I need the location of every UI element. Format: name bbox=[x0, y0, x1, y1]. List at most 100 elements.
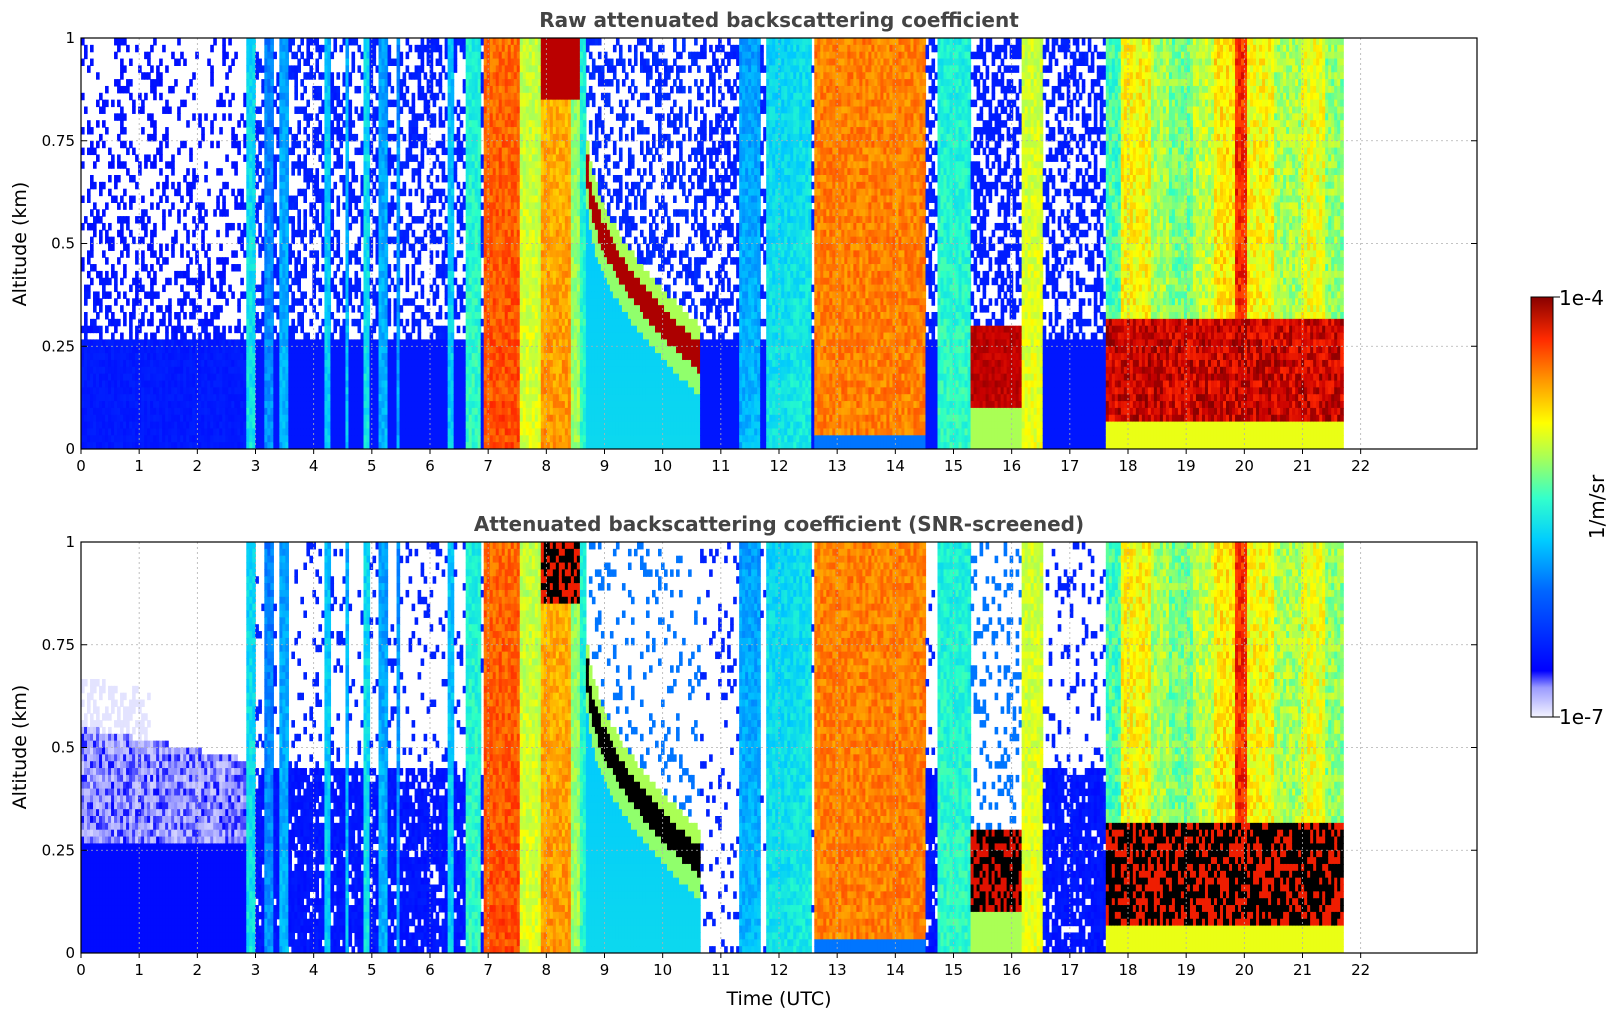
heatmap-cell bbox=[168, 428, 172, 436]
heatmap-cell bbox=[219, 92, 223, 101]
heatmap-cell bbox=[312, 428, 317, 436]
heatmap-cell bbox=[207, 188, 211, 197]
heatmap-cell bbox=[195, 387, 199, 395]
heatmap-cell bbox=[81, 264, 85, 272]
heatmap-cell bbox=[108, 243, 112, 251]
heatmap-cell bbox=[435, 250, 440, 258]
heatmap-cell bbox=[120, 394, 124, 402]
heatmap-cell bbox=[141, 72, 145, 80]
heatmap-cell bbox=[306, 72, 311, 80]
heatmap-cell bbox=[288, 414, 292, 423]
heatmap-cell bbox=[243, 202, 247, 210]
heatmap-cell bbox=[234, 140, 238, 149]
heatmap-cell bbox=[270, 421, 274, 430]
heatmap-cell bbox=[96, 154, 100, 162]
heatmap-cell bbox=[93, 373, 97, 382]
heatmap-cell bbox=[153, 291, 157, 299]
heatmap-cell bbox=[303, 353, 307, 361]
heatmap-cell bbox=[237, 442, 241, 449]
heatmap-cell bbox=[363, 147, 368, 156]
heatmap-cell bbox=[378, 222, 383, 231]
heatmap-cell bbox=[453, 277, 458, 286]
heatmap-cell bbox=[243, 346, 247, 354]
heatmap-cell bbox=[168, 401, 172, 409]
heatmap-cell bbox=[318, 359, 323, 368]
heatmap-cell bbox=[153, 120, 157, 128]
heatmap-cell bbox=[270, 188, 274, 197]
heatmap-cell bbox=[477, 44, 482, 53]
heatmap-cell bbox=[282, 79, 286, 87]
heatmap-cell bbox=[99, 435, 103, 443]
heatmap-cell bbox=[144, 291, 148, 299]
heatmap-cell bbox=[363, 181, 368, 190]
heatmap-cell bbox=[273, 325, 277, 334]
heatmap-cell bbox=[171, 366, 175, 375]
heatmap-cell bbox=[312, 92, 317, 101]
heatmap-cell bbox=[327, 359, 332, 368]
heatmap-cell bbox=[327, 154, 332, 162]
heatmap-cell bbox=[243, 373, 247, 382]
heatmap-cell bbox=[237, 222, 241, 231]
heatmap-cell bbox=[360, 298, 365, 306]
heatmap-cell bbox=[291, 332, 295, 340]
heatmap-cell bbox=[246, 428, 250, 436]
heatmap-cell bbox=[270, 325, 274, 334]
heatmap-cell bbox=[255, 284, 259, 293]
heatmap-cell bbox=[342, 332, 347, 340]
heatmap-cell bbox=[198, 353, 202, 361]
heatmap-cell bbox=[114, 373, 118, 382]
heatmap-cell bbox=[345, 44, 350, 53]
heatmap-cell bbox=[234, 414, 238, 423]
heatmap-cell bbox=[453, 264, 458, 272]
heatmap-cell bbox=[93, 161, 97, 169]
heatmap-cell bbox=[183, 99, 187, 108]
heatmap-cell bbox=[213, 435, 217, 443]
heatmap-cell bbox=[342, 38, 347, 46]
heatmap-cell bbox=[81, 325, 85, 334]
heatmap-cell bbox=[291, 414, 295, 423]
heatmap-cell bbox=[213, 346, 217, 354]
heatmap-cell bbox=[114, 414, 118, 423]
heatmap-cell bbox=[378, 127, 383, 135]
heatmap-cell bbox=[282, 270, 286, 279]
heatmap-cell bbox=[177, 373, 181, 382]
heatmap-cell bbox=[276, 270, 280, 279]
heatmap-cell bbox=[342, 421, 347, 430]
heatmap-cell bbox=[219, 270, 223, 279]
heatmap-cell bbox=[324, 65, 329, 73]
heatmap-cell bbox=[99, 181, 103, 190]
heatmap-cell bbox=[360, 222, 365, 231]
heatmap-cell bbox=[165, 305, 169, 313]
heatmap-cell bbox=[249, 181, 253, 190]
heatmap-cell bbox=[105, 359, 109, 368]
heatmap-cell bbox=[105, 353, 109, 361]
heatmap-cell bbox=[342, 133, 347, 142]
heatmap-cell bbox=[363, 188, 368, 197]
heatmap-cell bbox=[243, 442, 247, 449]
heatmap-cell bbox=[378, 298, 383, 306]
heatmap-cell bbox=[174, 325, 178, 334]
heatmap-cell bbox=[216, 428, 220, 436]
heatmap-cell bbox=[318, 435, 323, 443]
heatmap-cell bbox=[384, 154, 389, 162]
heatmap-cell bbox=[324, 394, 329, 402]
heatmap-cell bbox=[141, 99, 145, 108]
heatmap-cell bbox=[201, 339, 205, 347]
heatmap-cell bbox=[246, 65, 250, 73]
heatmap-cell bbox=[270, 442, 274, 449]
heatmap-cell bbox=[378, 195, 383, 203]
heatmap-cell bbox=[366, 332, 371, 340]
heatmap-cell bbox=[273, 380, 277, 388]
heatmap-cell bbox=[252, 373, 256, 382]
heatmap-cell bbox=[192, 380, 196, 388]
heatmap-cell bbox=[102, 284, 106, 293]
heatmap-cell bbox=[396, 195, 401, 203]
heatmap-cell bbox=[273, 428, 277, 436]
heatmap-cell bbox=[228, 394, 232, 402]
heatmap-cell bbox=[135, 387, 139, 395]
heatmap-cell bbox=[288, 38, 292, 46]
heatmap-cell bbox=[411, 325, 416, 334]
heatmap-cell bbox=[162, 394, 166, 402]
heatmap-cell bbox=[390, 209, 395, 217]
heatmap-cell bbox=[114, 387, 118, 395]
